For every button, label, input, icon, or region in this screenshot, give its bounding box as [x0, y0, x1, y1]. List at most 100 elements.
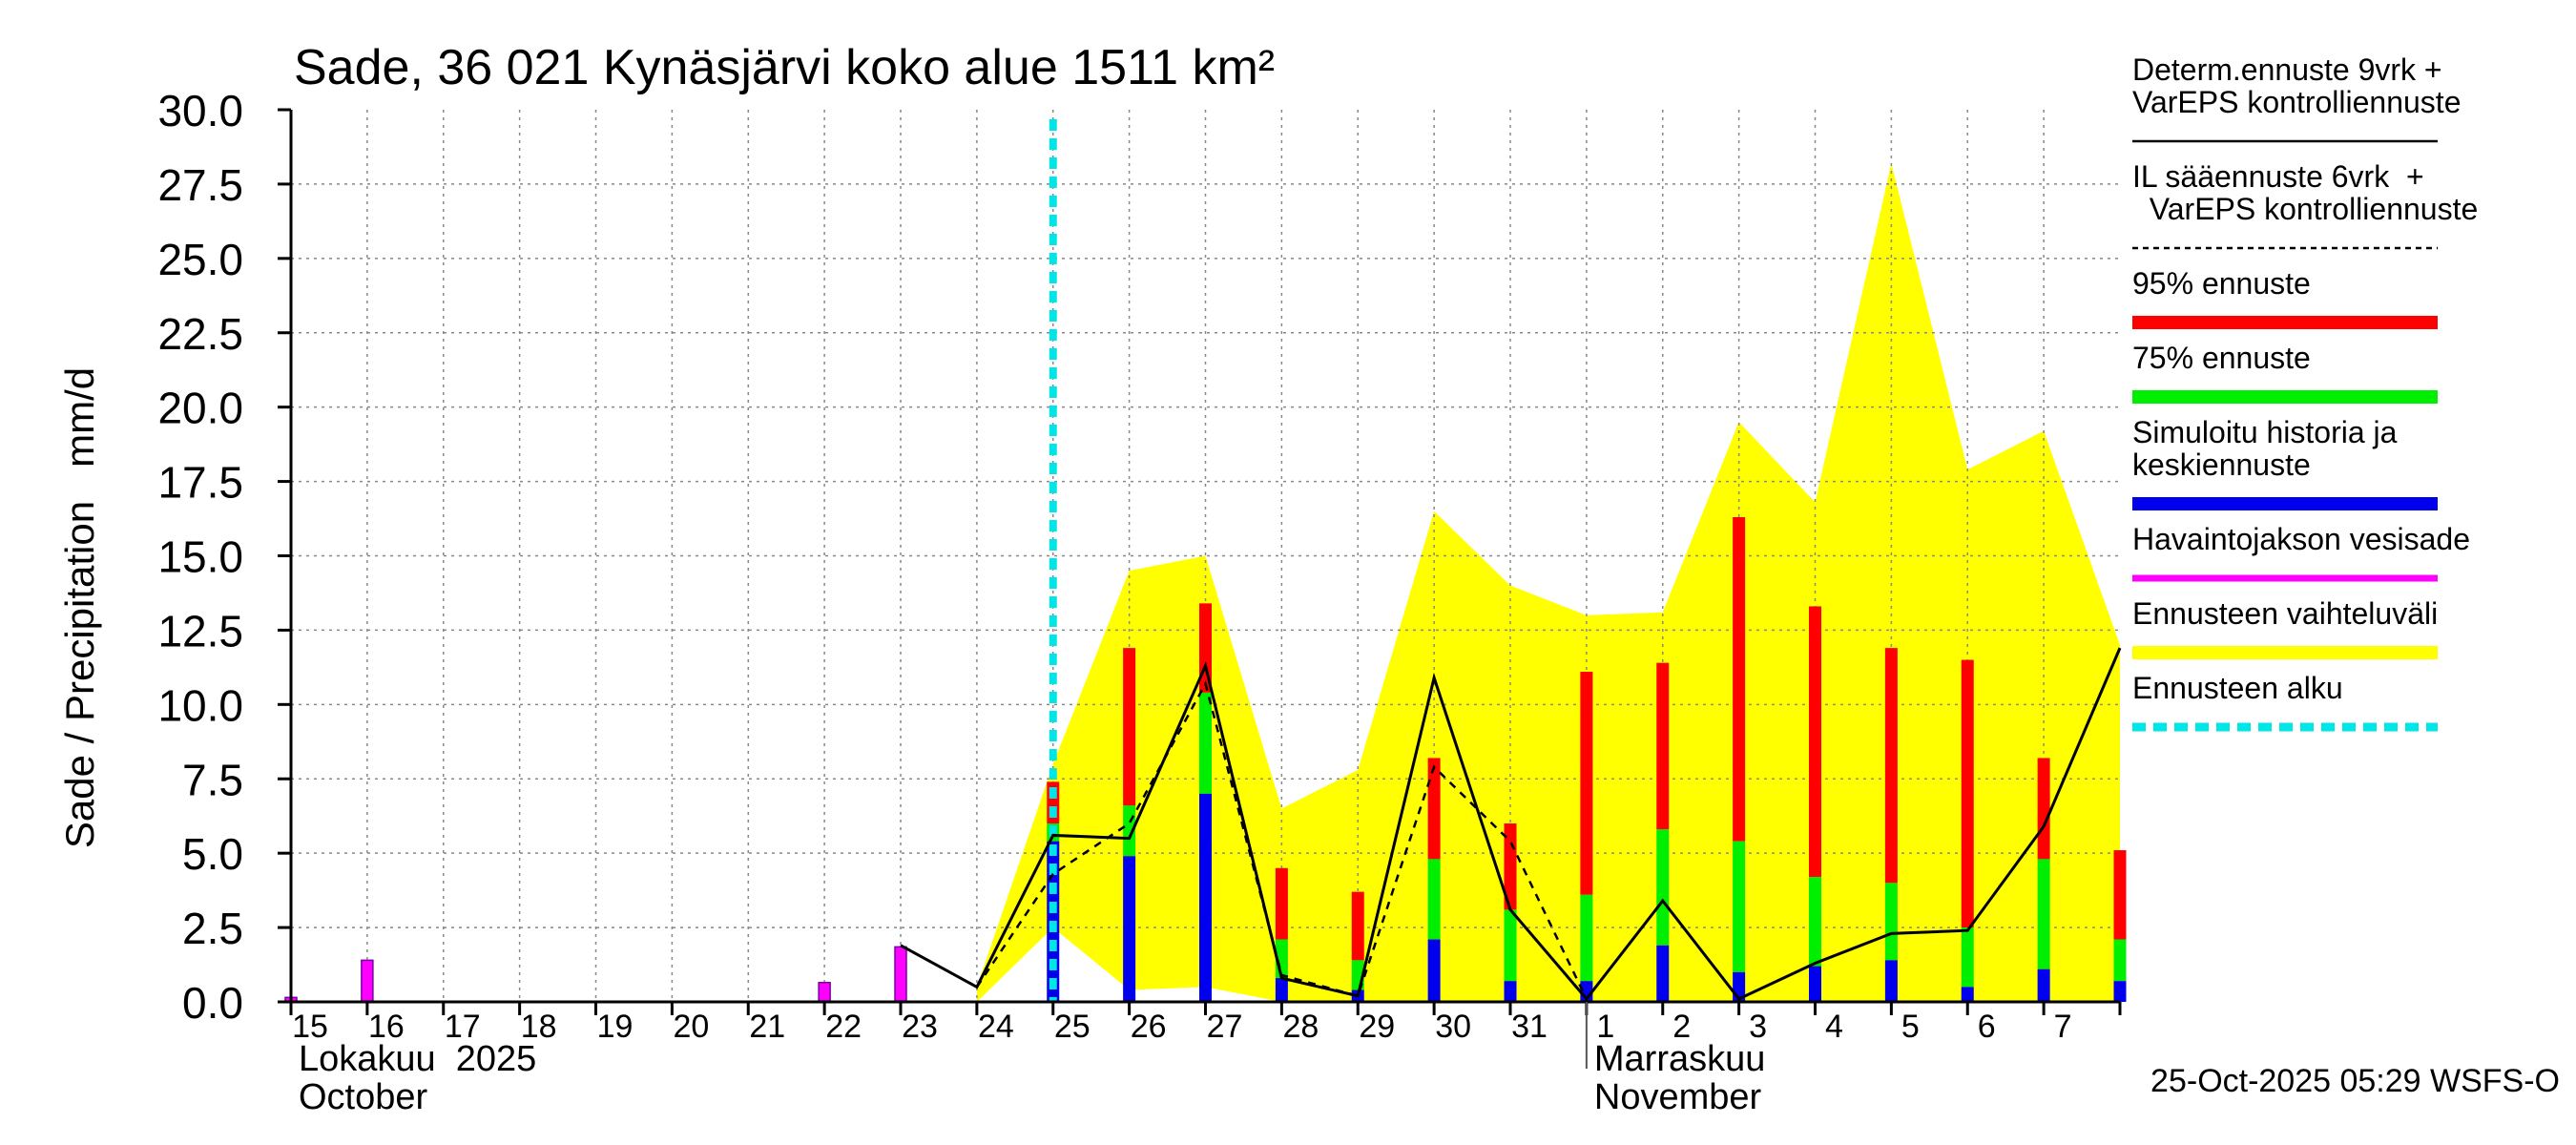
x-day-label: 29 [1359, 1009, 1395, 1045]
bar-median [1961, 987, 1974, 1002]
x-day-label: 6 [1978, 1009, 1996, 1045]
bar-p75 [1199, 692, 1212, 794]
forecast-lines-layer [900, 119, 2122, 1002]
y-tick-label: 25.0 [157, 235, 243, 284]
month-label-fi: Lokakuu 2025 [299, 1039, 536, 1079]
x-day-label: 23 [902, 1009, 938, 1045]
x-day-label: 26 [1131, 1009, 1167, 1045]
bar-median [2037, 968, 2050, 1002]
bar-median [1504, 981, 1517, 1002]
bar-p95 [1961, 659, 1974, 928]
x-day-label: 17 [445, 1009, 481, 1045]
legend-label: Havaintojakson vesisade [2132, 522, 2470, 556]
bar-p75 [2037, 859, 2050, 969]
bar-p75 [1884, 883, 1898, 961]
x-day-label: 30 [1435, 1009, 1471, 1045]
bar-p95 [1123, 648, 1136, 806]
bar-p75 [1656, 829, 1670, 946]
y-tick-label: 7.5 [182, 755, 243, 804]
x-day-label: 2 [1672, 1009, 1691, 1045]
bar-p75 [2113, 939, 2127, 982]
y-tick-label: 15.0 [157, 532, 243, 582]
bar-median [1199, 793, 1212, 1002]
legend-label: 75% ennuste [2132, 341, 2311, 375]
x-day-label: 20 [673, 1009, 709, 1045]
legend-label: VarEPS kontrolliennuste [2132, 85, 2461, 119]
bar-p75 [1580, 894, 1593, 982]
legend-label: Ennusteen vaihteluväli [2132, 596, 2438, 631]
footer-timestamp: 25-Oct-2025 05:29 WSFS-O [2150, 1063, 2560, 1099]
observed-precip-bar [818, 981, 831, 1003]
bar-p75 [1961, 927, 1974, 988]
x-day-label: 25 [1054, 1009, 1091, 1045]
bar-p95 [1351, 891, 1364, 961]
observed-precip-bar [894, 946, 907, 1003]
legend-label: 95% ennuste [2132, 266, 2311, 301]
y-tick-label: 12.5 [157, 606, 243, 656]
bar-p95 [1427, 758, 1441, 860]
y-tick-label: 27.5 [157, 160, 243, 210]
bar-p95 [1656, 662, 1670, 830]
bar-p95 [1884, 648, 1898, 884]
bar-p95 [2113, 850, 2127, 940]
determ-forecast-line [900, 647, 2122, 1002]
y-tick-label: 2.5 [182, 904, 243, 953]
bar-median [1884, 960, 1898, 1002]
x-day-label: 3 [1749, 1009, 1767, 1045]
x-day-label: 16 [368, 1009, 405, 1045]
x-day-label: 4 [1825, 1009, 1843, 1045]
y-axis-label: Sade / Precipitation mm/d [57, 367, 102, 848]
legend-label: VarEPS kontrolliennuste [2132, 192, 2478, 226]
legend: Determ.ennuste 9vrk +VarEPS kontrollienn… [2132, 52, 2478, 732]
il-forecast-line [975, 680, 1664, 1002]
y-tick-label: 5.0 [182, 829, 243, 879]
bar-p95 [1580, 672, 1593, 895]
bar-median [1123, 856, 1136, 1002]
month-label-fi: Marraskuu [1594, 1039, 1766, 1079]
legend-label: Ennusteen alku [2132, 671, 2343, 705]
chart-title: Sade, 36 021 Kynäsjärvi koko alue 1511 k… [294, 40, 1275, 95]
y-tick-label: 17.5 [157, 458, 243, 508]
bar-median [1427, 939, 1441, 1002]
bar-p95 [1275, 867, 1288, 940]
x-day-label: 15 [292, 1009, 328, 1045]
bar-p75 [1504, 909, 1517, 982]
forecast-bars-layer [1047, 516, 2127, 1002]
bar-median [1809, 966, 1821, 1002]
bar-p75 [1733, 841, 1746, 972]
range-band [976, 163, 2120, 1003]
observed-precip-bar [361, 959, 374, 1003]
x-day-label: 27 [1207, 1009, 1243, 1045]
y-tick-label: 30.0 [157, 86, 243, 135]
legend-label: Simuloitu historia ja [2132, 415, 2398, 449]
x-day-label: 18 [521, 1009, 557, 1045]
x-day-label: 5 [1901, 1009, 1920, 1045]
x-day-label: 21 [749, 1009, 785, 1045]
bar-median [1656, 945, 1670, 1002]
legend-label: keskiennuste [2132, 448, 2311, 482]
month-label-en: November [1594, 1077, 1762, 1117]
legend-label: IL sääennuste 6vrk + [2132, 159, 2424, 194]
y-tick-label: 0.0 [182, 978, 243, 1028]
bar-p75 [1427, 859, 1441, 940]
bar-p95 [2037, 758, 2050, 860]
bar-p95 [1809, 606, 1821, 878]
y-tick-label: 20.0 [157, 384, 243, 433]
bar-median [1275, 978, 1288, 1002]
x-day-label: 1 [1596, 1009, 1614, 1045]
x-day-label: 31 [1511, 1009, 1548, 1045]
axes-layer: 0.0 2.5 5.0 7.5 10.0 12.5 15.0 17.5 20.0 22.5 25.0… [157, 86, 2122, 1117]
x-day-label: 24 [978, 1009, 1014, 1045]
x-day-label: 28 [1282, 1009, 1319, 1045]
month-label-en: October [299, 1077, 428, 1117]
x-day-label: 7 [2054, 1009, 2072, 1045]
bar-p75 [1809, 877, 1821, 967]
legend-label: Determ.ennuste 9vrk + [2132, 52, 2442, 87]
bar-p95 [1733, 516, 1746, 842]
y-tick-label: 10.0 [157, 680, 243, 730]
bar-median [2113, 981, 2127, 1002]
x-day-label: 22 [825, 1009, 862, 1045]
range-band-layer [976, 163, 2120, 1003]
x-day-label: 19 [597, 1009, 634, 1045]
